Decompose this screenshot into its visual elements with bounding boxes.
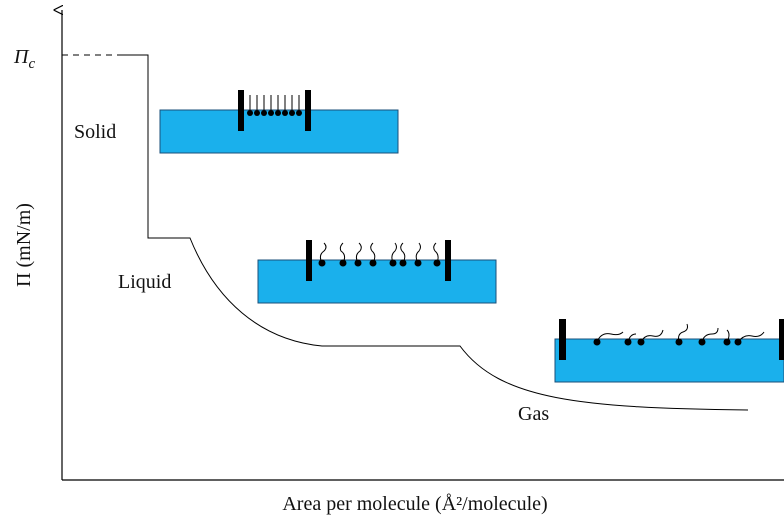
solid-label: Solid (74, 121, 116, 143)
liquid-trough (257, 240, 497, 304)
subscript: c (28, 56, 35, 72)
pi-symbol: Π (13, 46, 30, 68)
gas-label: Gas (518, 403, 549, 425)
y-axis-label: Π (mN/m) (13, 203, 35, 287)
axes (62, 10, 784, 481)
gas-trough (554, 319, 784, 383)
critical-pressure-label: Πc (13, 46, 35, 72)
x-axis-label: Area per molecule (Å²/molecule) (282, 493, 547, 515)
liquid-label: Liquid (118, 271, 171, 293)
solid-trough (159, 90, 399, 154)
isotherm-curve (120, 54, 749, 411)
